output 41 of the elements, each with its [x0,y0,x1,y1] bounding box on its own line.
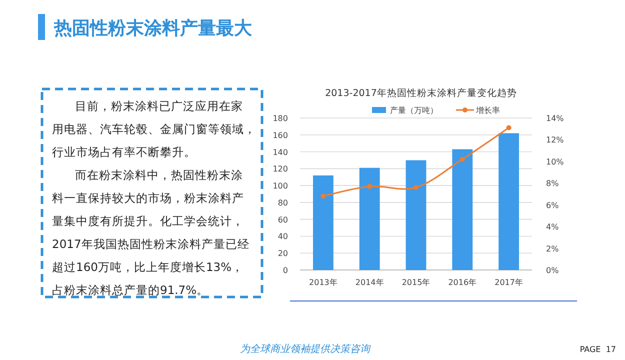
point [367,184,372,189]
y2-tick-label: 12% [546,136,564,145]
bar [498,133,520,270]
bar [406,160,426,270]
x-tick-label: 2014年 [355,278,384,287]
x-tick-label: 2016年 [448,278,477,287]
text: 目前，粉末涂料已广泛应用在家用电器、汽车轮毂、金属门窗等领域，行业市场占有率不断攀升。 [52,99,256,159]
y-tick-label: 80 [278,198,288,208]
y2-tick-label: 8% [546,179,560,188]
x-tick-label: 2015年 [402,278,430,287]
chart-title: 2013-2017年热固性粉末涂料产量变化趋势 [325,87,517,99]
y2-tick-label: 4% [546,222,560,232]
x-tick-label: 2013年 [309,278,338,287]
y-tick-label: 180 [272,114,288,123]
y-tick-label: 0 [282,266,288,275]
y2-tick-label: 6% [546,200,560,210]
y2-tick-label: 10% [546,157,564,166]
text: PAGE 17 [580,345,616,354]
legend-label: 产量（万吨） [390,106,438,115]
y-tick-label: 120 [272,164,288,174]
text: 而在粉末涂料中，热固性粉末涂料一直保持较大的市场，粉末涂料产量集中度有所提升。化工学会统计，2017年我国热固性粉末涂料产量已经超过160万吨，比上年度增长13%，占粉末涂料总产量的91.7%。 [52,168,250,297]
bar [452,149,473,270]
text: 热固性粉末涂料产量最大 [53,18,253,39]
text: 为全球商业领袖提供决策咨询 [240,343,371,355]
point [320,194,326,199]
y-tick-label: 140 [272,148,288,157]
x-tick-label: 2017年 [494,278,523,287]
y2-tick-label: 0% [546,266,560,275]
point [506,125,512,130]
y2-tick-label: 2% [546,244,560,254]
y-tick-label: 160 [272,130,288,140]
bar [359,168,380,270]
point [460,156,465,162]
y-tick-label: 40 [278,232,288,242]
legend-label: 增长率 [475,106,500,115]
y-tick-label: 60 [278,215,288,224]
y-tick-label: 20 [278,249,288,258]
y-tick-label: 100 [272,182,288,191]
point [414,184,418,190]
y2-tick-label: 14% [546,114,564,123]
bar [312,175,334,270]
